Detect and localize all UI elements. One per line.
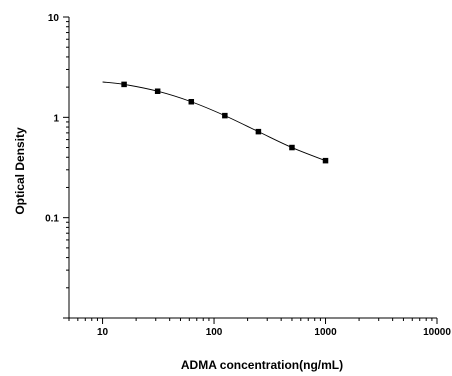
y-tick-label: 0.1	[45, 214, 59, 225]
axes	[68, 17, 437, 319]
data-point	[121, 81, 127, 88]
data-points	[121, 81, 329, 164]
data-point	[222, 112, 228, 119]
data-point	[188, 98, 195, 105]
data-point	[255, 128, 262, 135]
y-tick-label: 10	[48, 13, 60, 24]
y-tick-label: 1	[53, 113, 59, 124]
data-point	[289, 144, 295, 151]
x-axis-label: ADMA concentration(ng/mL)	[181, 358, 343, 372]
x-tick-label: 10	[97, 327, 109, 338]
data-point	[322, 157, 329, 164]
y-axis-label: Optical Density	[13, 127, 27, 215]
x-ticks: 10 100 1000 10000	[68, 318, 451, 338]
x-tick-label: 100	[206, 327, 223, 338]
y-ticks: 0.1 1 10	[45, 13, 69, 319]
x-tick-label: 1000	[314, 327, 337, 338]
x-tick-label: 10000	[423, 327, 451, 338]
data-point	[154, 88, 161, 94]
